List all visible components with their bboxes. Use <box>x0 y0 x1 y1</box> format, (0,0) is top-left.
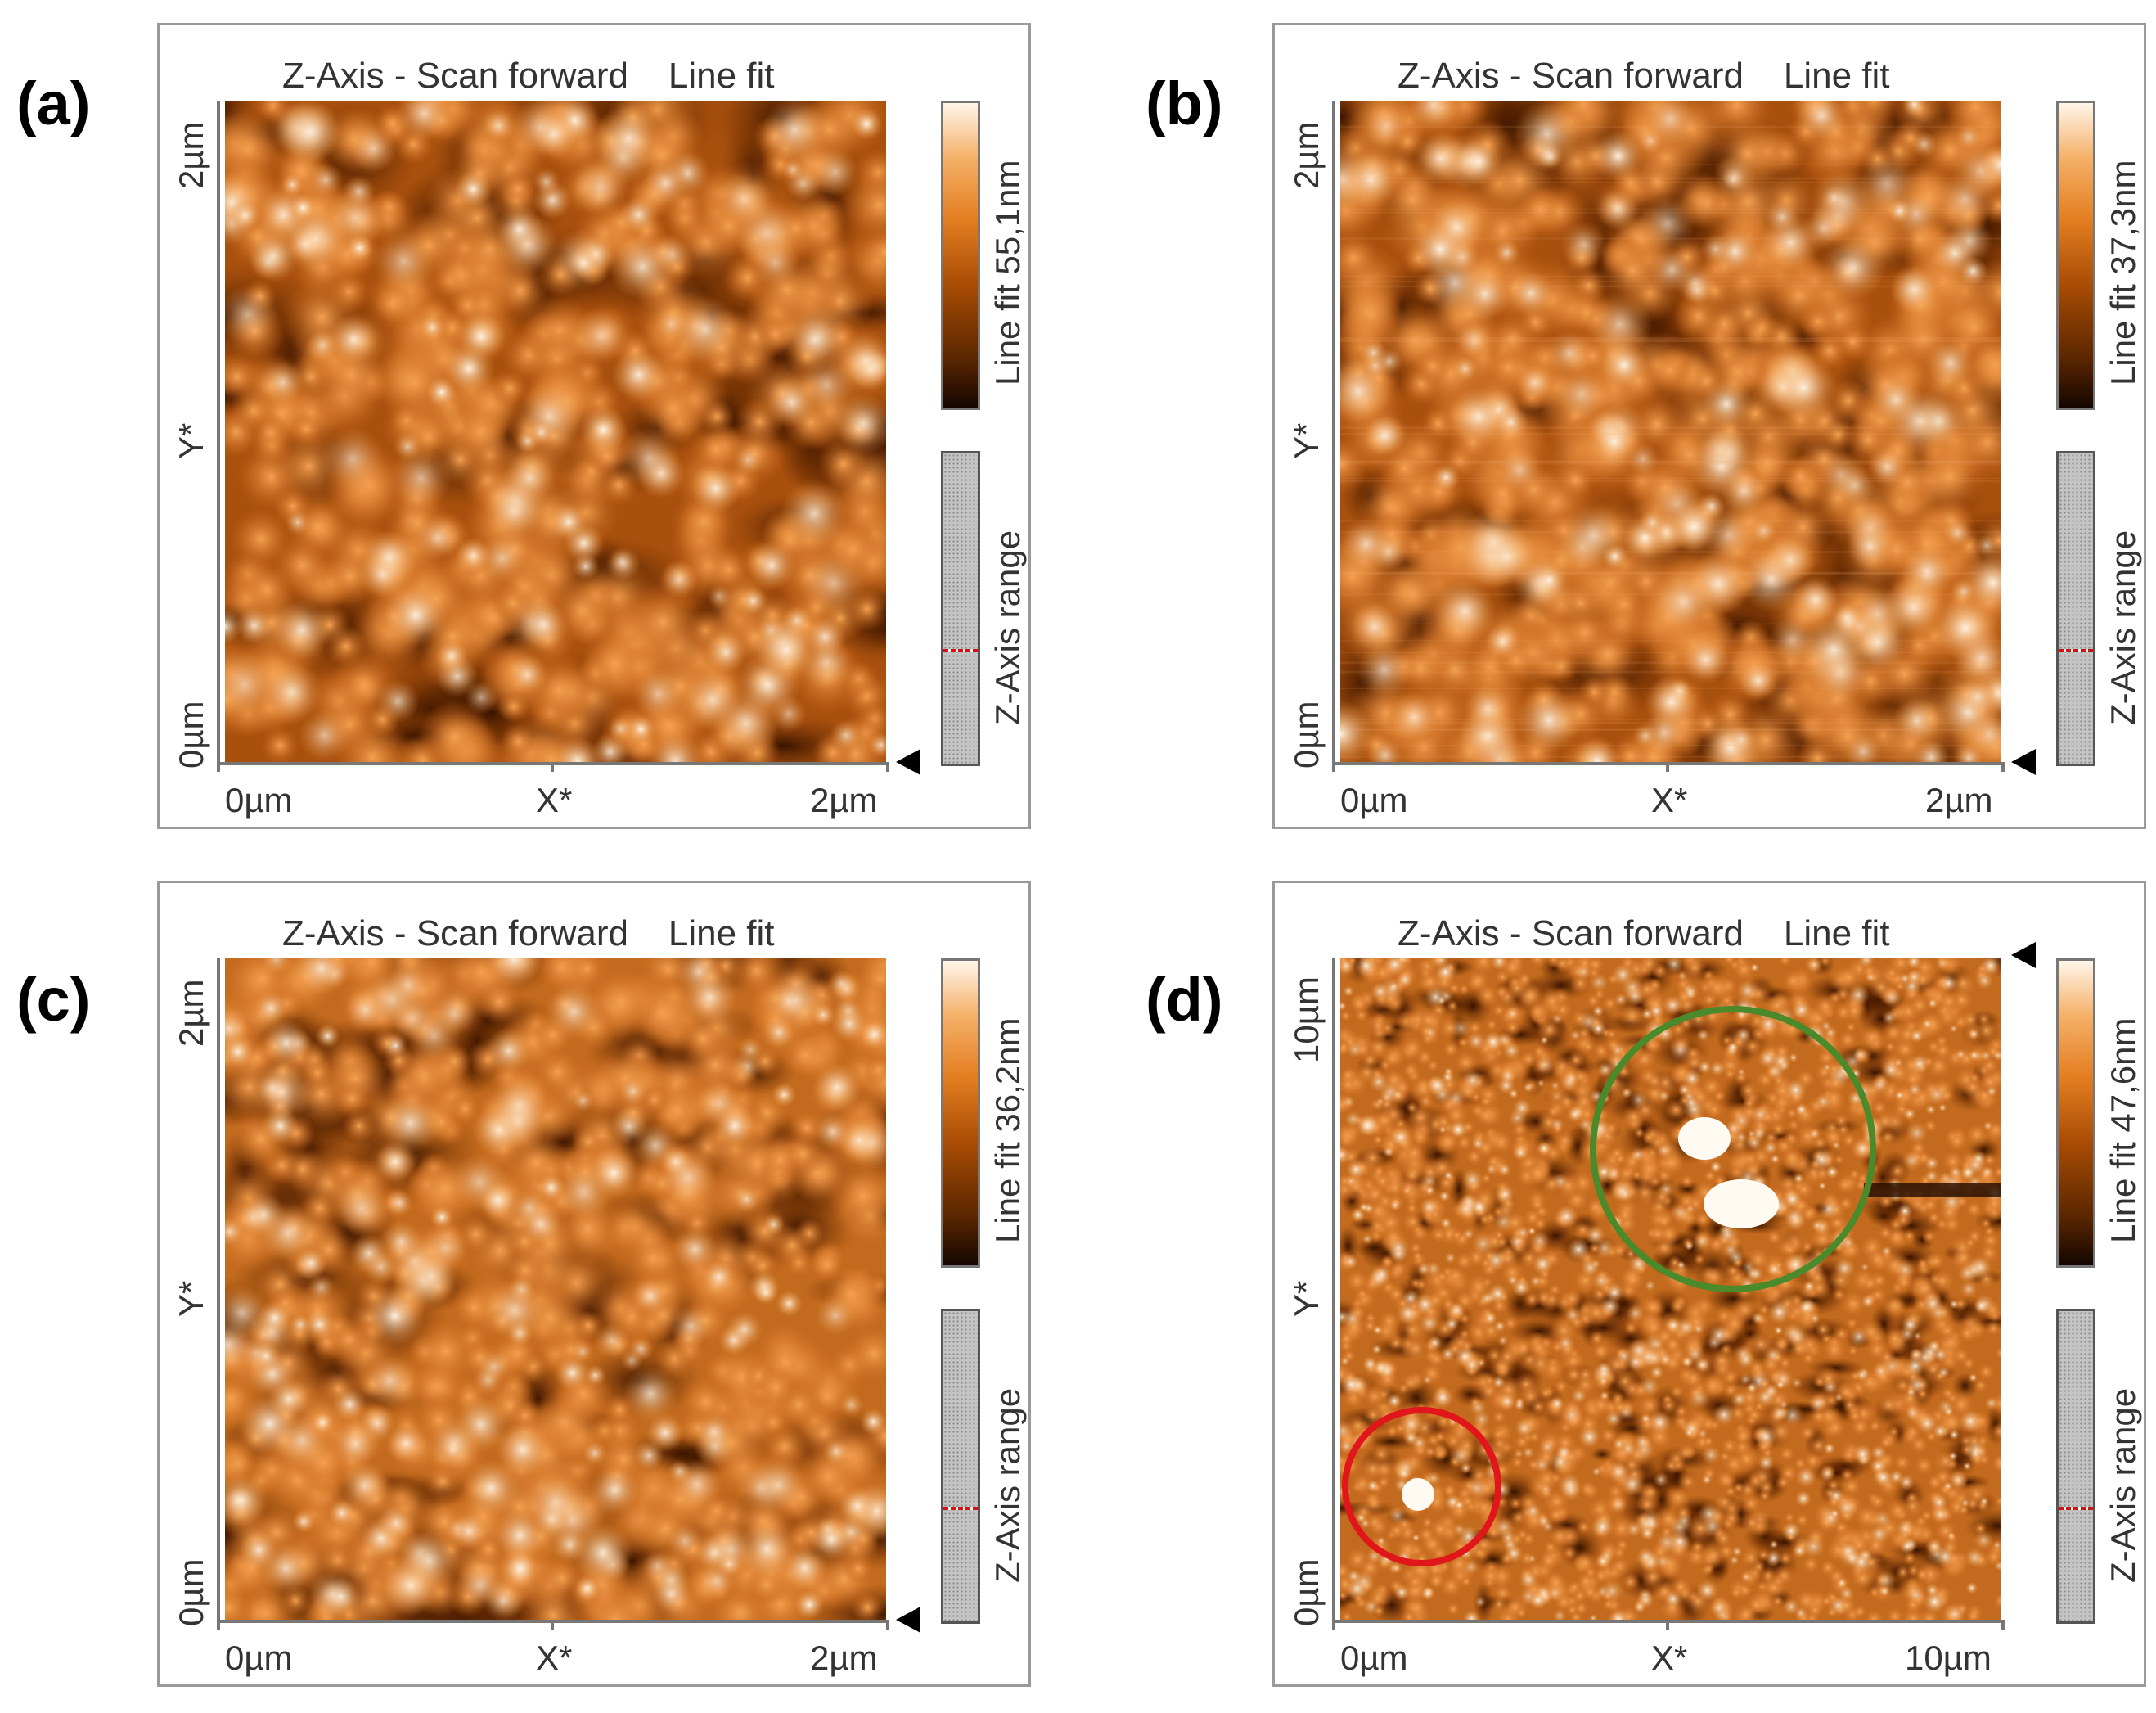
colorbar <box>2056 958 2095 1268</box>
colorbar-label: Line fit 37,3nm <box>2104 160 2142 385</box>
afm-scan-image <box>225 101 886 762</box>
panel-title: Z-Axis - Scan forward Line fit <box>282 56 775 96</box>
afm-panel-b: Z-Axis - Scan forward Line fit 0µm X* 2µ… <box>1272 23 2146 829</box>
colorbar <box>941 101 980 410</box>
z-axis-range-label: Z-Axis range <box>2104 1387 2142 1583</box>
y-tick-label-end: 2µm <box>172 121 210 189</box>
colorbar-label: Line fit 55,1nm <box>988 160 1027 385</box>
x-tick <box>217 762 220 772</box>
afm-panel-a: Z-Axis - Scan forward Line fit 0µm X* 2µ… <box>157 23 1031 829</box>
red-circle-annotation <box>1342 1407 1501 1566</box>
x-tick <box>886 1620 889 1630</box>
y-axis <box>217 101 220 764</box>
panel-d-letter: (d) <box>1146 966 1223 1034</box>
y-tick-label-start: 0µm <box>172 701 210 769</box>
x-tick <box>1332 1620 1335 1630</box>
x-tick <box>551 762 554 772</box>
x-tick-label-end: 2µm <box>810 781 878 819</box>
y-axis-label: Y* <box>1287 422 1326 459</box>
panel-b-letter: (b) <box>1146 70 1223 137</box>
y-axis <box>217 958 220 1621</box>
x-axis-label: X* <box>1651 1639 1688 1677</box>
z-axis-range-slider <box>2056 451 2095 766</box>
z-axis-range-label: Z-Axis range <box>2104 530 2142 725</box>
y-tick-label-end: 2µm <box>172 979 210 1047</box>
afm-scan-image <box>225 958 886 1620</box>
y-axis-label: Y* <box>172 1280 210 1317</box>
x-tick <box>886 762 889 772</box>
y-axis <box>1332 101 1335 764</box>
z-axis-range-label: Z-Axis range <box>988 530 1027 725</box>
y-axis <box>1332 958 1335 1621</box>
afm-scan-image <box>1340 101 2001 762</box>
z-axis-range-slider <box>2056 1309 2095 1624</box>
x-tick <box>551 1620 554 1630</box>
x-axis-label: X* <box>1651 781 1688 819</box>
y-axis-label: Y* <box>172 422 210 459</box>
colorbar <box>941 958 980 1268</box>
triangle-left-icon <box>896 1607 920 1633</box>
z-axis-range-slider <box>941 451 980 766</box>
x-tick <box>1666 1620 1669 1630</box>
y-axis-label: Y* <box>1287 1280 1326 1317</box>
y-tick-label-end: 2µm <box>1287 121 1326 189</box>
z-range-marker <box>2059 648 2093 652</box>
z-range-marker <box>943 1506 978 1510</box>
z-axis-range-slider <box>941 1309 980 1624</box>
x-tick-label-end: 2µm <box>1925 781 1993 819</box>
y-tick-label-end: 10µm <box>1287 976 1326 1063</box>
x-tick-label-start: 0µm <box>1340 1639 1408 1677</box>
x-tick-label-start: 0µm <box>1340 781 1408 819</box>
triangle-left-icon <box>2011 749 2036 775</box>
x-tick-label-start: 0µm <box>225 1639 293 1677</box>
x-tick <box>2001 1620 2005 1630</box>
x-tick-label-start: 0µm <box>225 781 293 819</box>
x-tick-label-end: 2µm <box>810 1639 878 1677</box>
panel-title: Z-Axis - Scan forward Line fit <box>1398 913 1890 953</box>
triangle-left-icon <box>2011 942 2036 968</box>
colorbar-label: Line fit 47,6nm <box>2104 1017 2142 1243</box>
x-axis-label: X* <box>536 781 573 819</box>
colorbar <box>2056 101 2095 410</box>
colorbar-label: Line fit 36,2nm <box>988 1017 1027 1243</box>
x-tick <box>1332 762 1335 772</box>
panel-a-letter: (a) <box>16 70 91 137</box>
z-range-marker <box>2059 1506 2093 1510</box>
x-axis-label: X* <box>536 1639 573 1677</box>
x-tick-label-end: 10µm <box>1905 1639 1992 1677</box>
x-tick <box>1666 762 1669 772</box>
triangle-left-icon <box>896 749 920 775</box>
y-tick-label-start: 0µm <box>1287 701 1326 769</box>
x-tick <box>217 1620 220 1630</box>
green-circle-annotation <box>1590 1006 1876 1292</box>
y-tick-label-start: 0µm <box>172 1558 210 1626</box>
afm-panel-d: Z-Axis - Scan forward Line fit 0µm X* 10… <box>1272 881 2146 1687</box>
x-tick <box>2001 762 2005 772</box>
z-range-marker <box>943 648 978 652</box>
panel-title: Z-Axis - Scan forward Line fit <box>1398 56 1890 96</box>
afm-panel-c: Z-Axis - Scan forward Line fit 0µm X* 2µ… <box>157 881 1031 1687</box>
panel-title: Z-Axis - Scan forward Line fit <box>282 913 775 953</box>
y-tick-label-start: 0µm <box>1287 1558 1326 1626</box>
panel-c-letter: (c) <box>16 966 91 1034</box>
z-axis-range-label: Z-Axis range <box>988 1387 1027 1583</box>
